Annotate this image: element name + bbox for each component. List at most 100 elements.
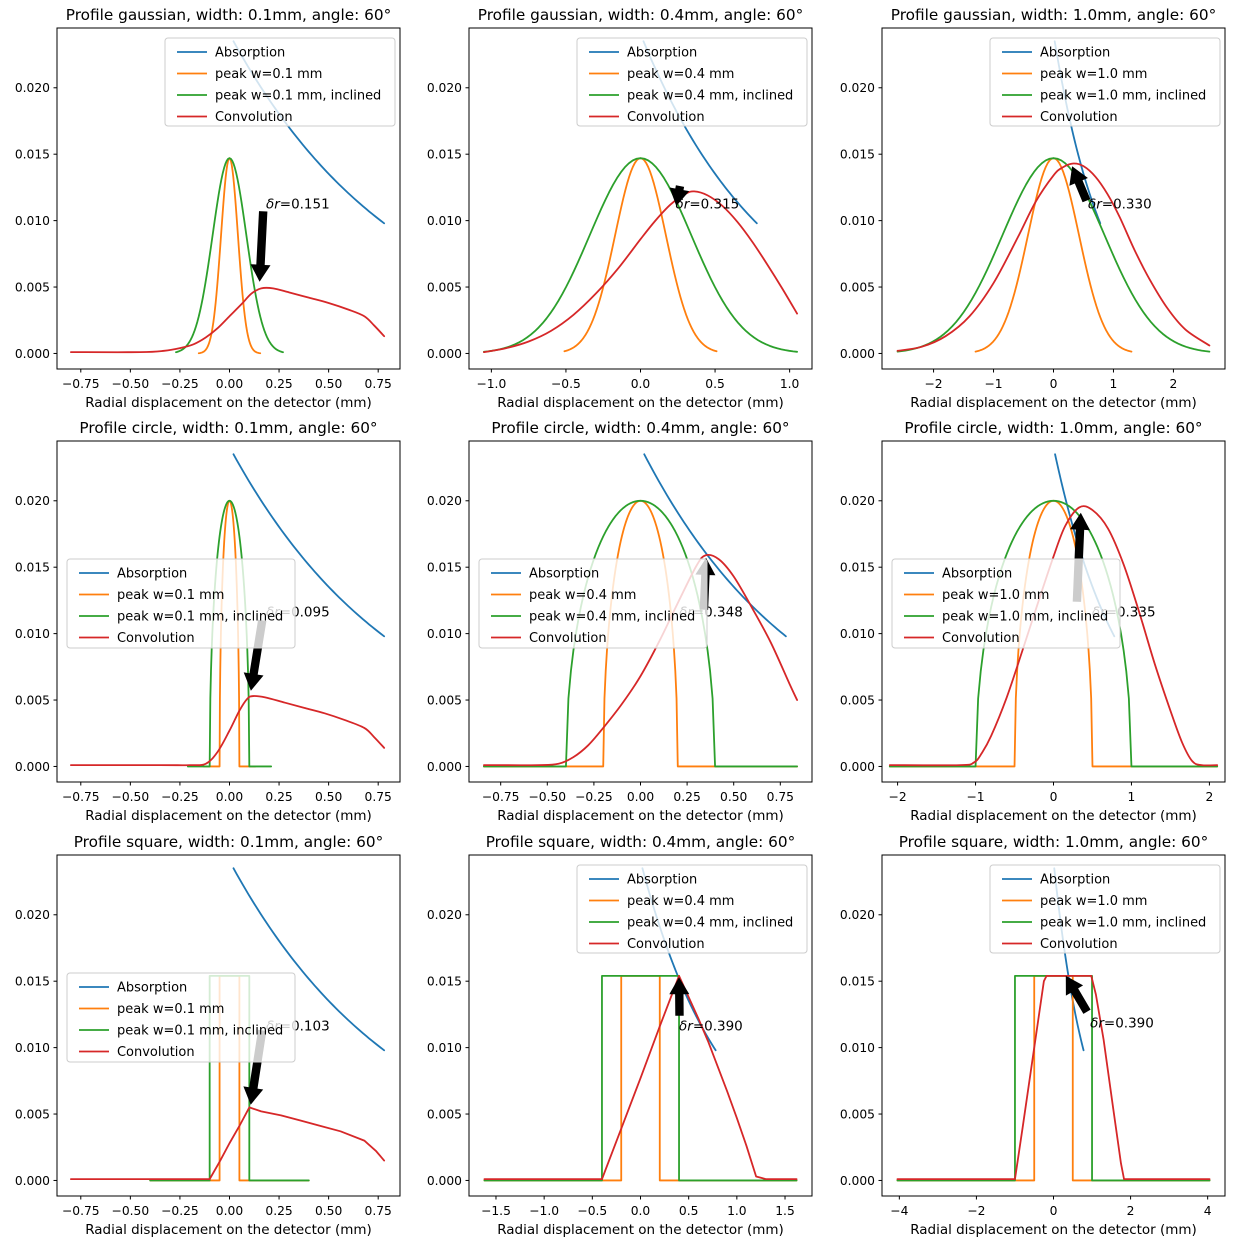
annotation-arrow xyxy=(669,185,690,206)
annotation-text: δr=0.315 xyxy=(676,197,740,213)
y-tick-label: 0.005 xyxy=(839,1107,874,1121)
y-tick-label: 0.005 xyxy=(15,694,50,708)
y-tick-label: 0.000 xyxy=(839,347,874,361)
x-tick-label: −1.0 xyxy=(477,377,507,391)
legend-box xyxy=(164,37,396,127)
series-line-convolution xyxy=(888,505,1218,767)
legend-label: peak w=0.1 mm, inclined xyxy=(215,88,381,103)
legend-label: Convolution xyxy=(529,631,607,646)
x-tick-label: 0 xyxy=(1049,377,1057,391)
x-tick-label: −0.5 xyxy=(551,377,581,391)
y-tick-label: 0.010 xyxy=(427,627,462,641)
x-tick-label: 0.75 xyxy=(767,790,794,804)
x-axis-label: Radial displacement on the detector (mm) xyxy=(85,395,372,411)
x-tick-label: 0.50 xyxy=(315,790,342,804)
x-axis-label: Radial displacement on the detector (mm) xyxy=(498,395,785,411)
plot-title: Profile gaussian, width: 0.4mm, angle: 6… xyxy=(478,6,803,24)
series-line-peak xyxy=(197,157,262,355)
x-tick-label: 0.00 xyxy=(216,790,243,804)
x-tick-label: 1 xyxy=(1109,377,1117,391)
legend-label: Absorption xyxy=(215,45,285,60)
series-line-peak_inclined xyxy=(175,157,284,354)
y-tick-label: 0.015 xyxy=(427,561,462,575)
subplot-gaussian-1.0mm: −2 −1 0 1 2 0.000 0.005 0.010 0.015 0.020 Profile … xyxy=(825,0,1237,413)
legend-label: Convolution xyxy=(627,937,705,952)
legend-box xyxy=(66,972,296,1063)
annotation-arrow xyxy=(1069,166,1091,203)
plot-title: Profile circle, width: 1.0mm, angle: 60° xyxy=(904,419,1202,437)
x-tick-label: −0.25 xyxy=(161,377,199,391)
plot-title: Profile square, width: 1.0mm, angle: 60° xyxy=(898,833,1208,851)
x-tick-label: −0.75 xyxy=(62,790,100,804)
x-axis-label: Radial displacement on the detector (mm) xyxy=(85,1222,372,1238)
plot-title: Profile square, width: 0.1mm, angle: 60° xyxy=(74,833,384,851)
series-line-convolution xyxy=(69,1106,386,1180)
axes-frame xyxy=(56,854,401,1197)
x-axis-label: Radial displacement on the detector (mm) xyxy=(910,808,1197,824)
axes-frame xyxy=(881,854,1226,1197)
x-tick-label: 0.50 xyxy=(315,1204,342,1218)
x-tick-label: 0.00 xyxy=(216,1204,243,1218)
y-tick-label: 0.015 xyxy=(839,974,874,988)
series-line-absorption xyxy=(232,867,386,1051)
series-line-peak xyxy=(563,157,718,353)
plot-canvas-square-0.1mm: −0.75 −0.50 −0.25 0.00 0.25 0.50 0.75 0.000 0.00… xyxy=(15,833,401,1238)
legend-label: Absorption xyxy=(1040,45,1110,60)
series-line-peak_inclined xyxy=(483,974,798,1182)
legend: Absorption peak w=1.0 mm peak w=1.0 mm, in… xyxy=(891,558,1121,649)
legend-label: Convolution xyxy=(1040,110,1118,125)
x-tick-label: −1 xyxy=(966,790,984,804)
legend-label: peak w=1.0 mm, inclined xyxy=(942,610,1108,625)
axes-frame xyxy=(56,440,401,783)
x-axis-label: Radial displacement on the detector (mm) xyxy=(498,1222,785,1238)
x-tick-label: −0.5 xyxy=(578,1204,608,1218)
legend-label: Absorption xyxy=(942,567,1012,582)
x-tick-label: −4 xyxy=(890,1204,908,1218)
x-tick-label: 0.75 xyxy=(365,1204,392,1218)
y-tick-label: 0.020 xyxy=(15,81,50,95)
plot-canvas-gaussian-0.1mm: −0.75 −0.50 −0.25 0.00 0.25 0.50 0.75 0.000 0.00… xyxy=(15,6,401,411)
subplot-gaussian-0.4mm: −1.0 −0.5 0.0 0.5 1.0 0.000 0.005 0.010 0.015 0.0… xyxy=(412,0,824,413)
plot-title: Profile gaussian, width: 0.1mm, angle: 6… xyxy=(66,6,391,24)
subplot-square-1.0mm: −4 −2 0 2 4 0.000 0.005 0.010 0.015 0.020 Profile … xyxy=(825,827,1237,1240)
x-tick-label: 0.0 xyxy=(631,1204,651,1218)
x-tick-label: 0.25 xyxy=(674,790,701,804)
series-line-peak_inclined xyxy=(896,974,1211,1182)
y-tick-label: 0.005 xyxy=(427,694,462,708)
x-axis-label: Radial displacement on the detector (mm) xyxy=(85,808,372,824)
legend-label: peak w=0.1 mm xyxy=(117,588,224,603)
series-line-convolution xyxy=(69,695,386,767)
legend-label: peak w=0.4 mm xyxy=(627,67,734,82)
y-tick-label: 0.020 xyxy=(427,494,462,508)
subplot-circle-0.4mm: −0.75 −0.50 −0.25 0.00 0.25 0.50 0.75 0.000 0.00… xyxy=(412,413,824,826)
y-tick-label: 0.000 xyxy=(427,760,462,774)
x-tick-label: −0.25 xyxy=(161,1204,199,1218)
y-tick-label: 0.005 xyxy=(15,1107,50,1121)
x-tick-label: −0.75 xyxy=(62,377,100,391)
y-tick-label: 0.020 xyxy=(427,908,462,922)
x-tick-label: 0.00 xyxy=(216,377,243,391)
y-tick-label: 0.010 xyxy=(15,214,50,228)
y-tick-label: 0.020 xyxy=(427,81,462,95)
x-tick-label: 0 xyxy=(1049,790,1057,804)
legend-label: Absorption xyxy=(627,45,697,60)
legend: Absorption peak w=0.4 mm peak w=0.4 mm, in… xyxy=(478,558,708,649)
plot-canvas-square-1.0mm: −4 −2 0 2 4 0.000 0.005 0.010 0.015 0.020 Profile … xyxy=(839,833,1226,1238)
y-tick-label: 0.020 xyxy=(15,908,50,922)
x-tick-label: 0.00 xyxy=(627,790,654,804)
x-tick-label: −2 xyxy=(924,377,942,391)
series-line-peak_inclined xyxy=(483,157,799,353)
legend-label: peak w=0.4 mm xyxy=(627,894,734,909)
plot-title: Profile circle, width: 0.1mm, angle: 60° xyxy=(79,419,377,437)
legend: Absorption peak w=0.1 mm peak w=0.1 mm, in… xyxy=(66,558,296,649)
annotation-arrow xyxy=(1065,975,1091,1014)
x-tick-label: 0.50 xyxy=(720,790,747,804)
legend-label: Absorption xyxy=(117,567,187,582)
x-axis-label: Radial displacement on the detector (mm) xyxy=(910,395,1197,411)
y-tick-label: 0.000 xyxy=(15,347,50,361)
plot-canvas-circle-1.0mm: −2 −1 0 1 2 0.000 0.005 0.010 0.015 0.020 Profile … xyxy=(839,419,1226,824)
legend-label: peak w=1.0 mm xyxy=(1040,67,1147,82)
y-tick-label: 0.000 xyxy=(15,760,50,774)
x-tick-label: 1.5 xyxy=(776,1204,796,1218)
